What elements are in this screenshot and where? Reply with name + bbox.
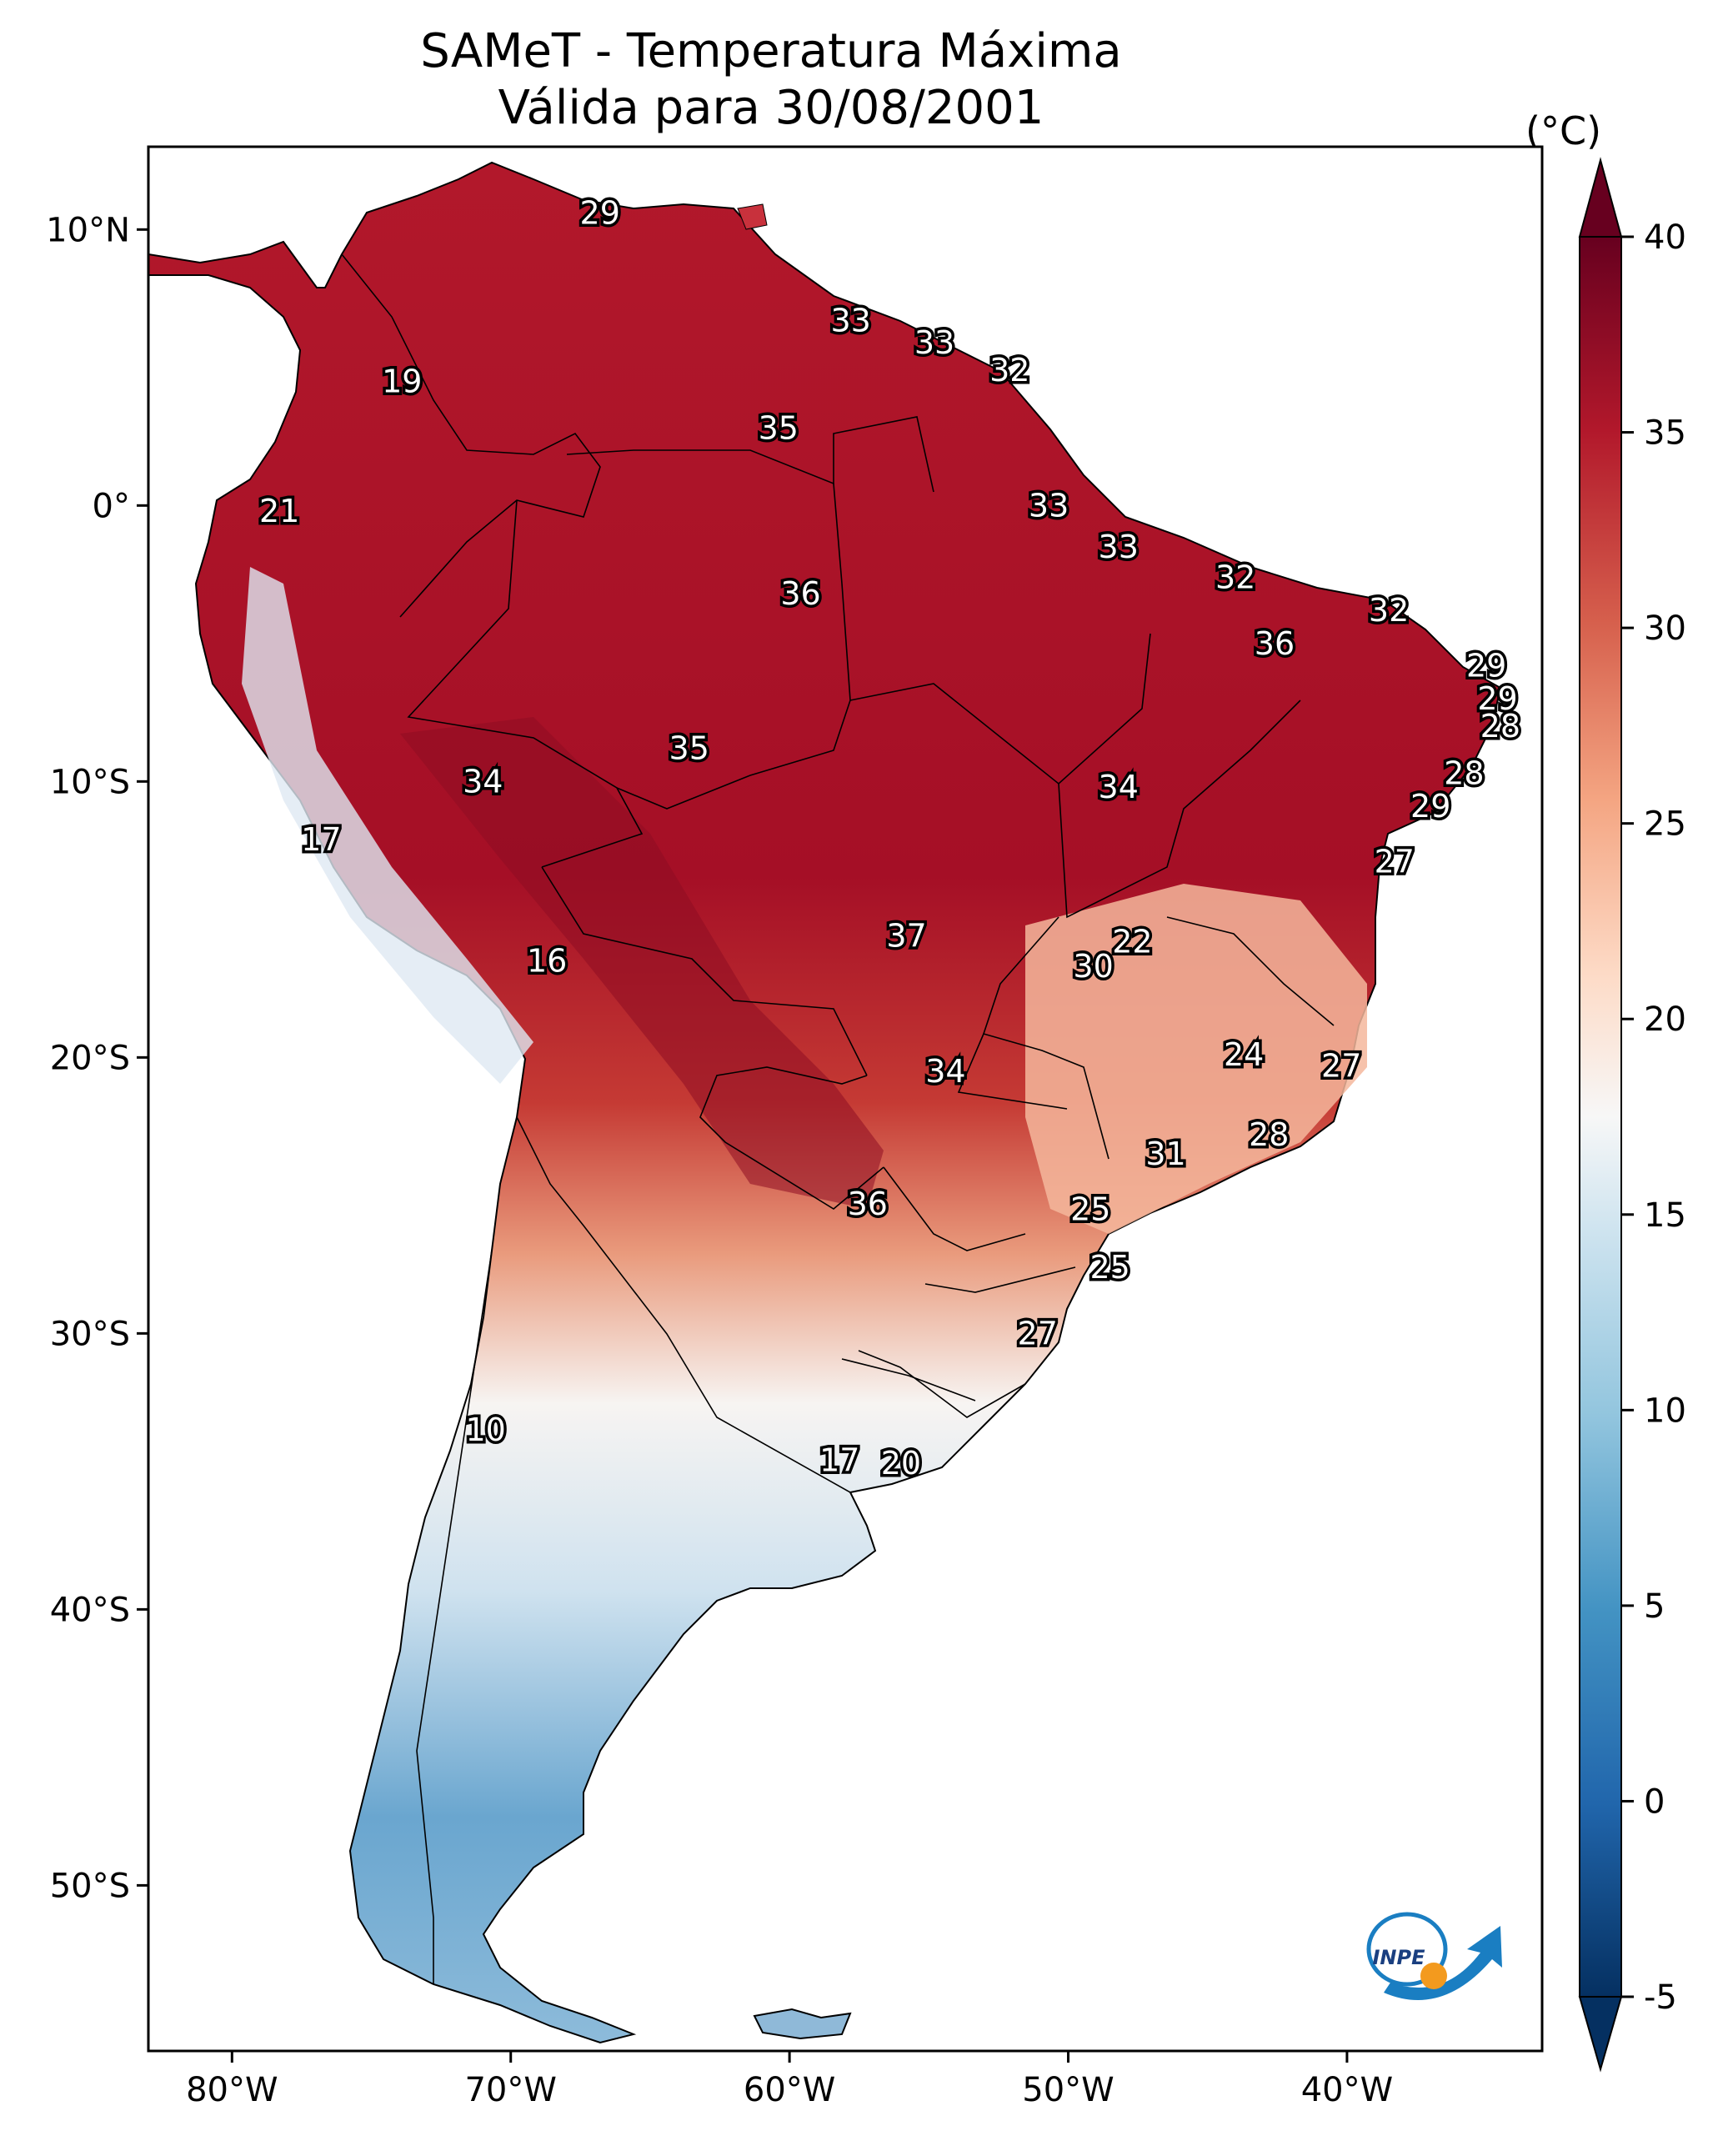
colorbar-tick-label: 15 xyxy=(1644,1196,1686,1235)
station-label: 34 xyxy=(463,763,503,800)
colorbar-ticks: 40 35 30 25 20 15 10 5 0 -5 xyxy=(1621,218,1686,2017)
inpe-logo-ring xyxy=(1366,1912,1448,1987)
station-label: 29 xyxy=(1466,647,1506,684)
country-borders xyxy=(341,253,1335,1984)
map-border xyxy=(147,145,1544,2053)
latitude-ticks: 10°N 0° 10°S 20°S 30°S 40°S 50°S xyxy=(46,211,148,1905)
station-label: 33 xyxy=(1029,487,1069,524)
falkland-islands xyxy=(753,2008,852,2040)
lat-tick-label: 40°S xyxy=(50,1591,130,1629)
caribbean-islands xyxy=(737,203,768,230)
station-label: 29 xyxy=(580,194,620,231)
colorbar-tick-label: 0 xyxy=(1644,1782,1665,1821)
lat-tick-label: 0° xyxy=(93,487,130,525)
colorbar-tick-label: 40 xyxy=(1644,218,1686,257)
station-label: 17 xyxy=(301,821,341,858)
station-label: 33 xyxy=(1099,529,1139,565)
station-label: 34 xyxy=(925,1053,965,1090)
colorbar-max-extension xyxy=(1578,157,1623,238)
station-label: 16 xyxy=(527,942,567,979)
station-label: 28 xyxy=(1480,708,1520,745)
station-label: 35 xyxy=(669,730,709,767)
map-title: SAMeT - Temperatura Máxima xyxy=(420,24,1122,78)
lat-tick-label: 10°N xyxy=(46,211,130,249)
station-label: 35 xyxy=(759,410,799,447)
station-label: 27 xyxy=(1375,843,1415,880)
station-label: 34 xyxy=(1099,769,1139,805)
longitude-ticks: 80°W 70°W 60°W 50°W 40°W xyxy=(186,2051,1393,2109)
colorbar-tick-label: 20 xyxy=(1644,1000,1686,1039)
andes-cool-strip xyxy=(242,567,533,1084)
station-label: 32 xyxy=(989,352,1029,389)
station-label: 28 xyxy=(1444,755,1484,791)
inpe-logo-text: INPE xyxy=(1373,1946,1426,1969)
station-label: 33 xyxy=(831,303,871,339)
station-label: 17 xyxy=(819,1442,859,1479)
warm-interior-region xyxy=(400,717,884,1209)
station-label: 22 xyxy=(1112,923,1152,960)
station-label: 32 xyxy=(1215,559,1255,595)
station-label: 25 xyxy=(1090,1249,1130,1286)
station-label: 36 xyxy=(780,575,820,612)
station-label: 37 xyxy=(886,918,926,955)
colorbar: 40 35 30 25 20 15 10 5 0 -5 xyxy=(1578,157,1686,2073)
inpe-logo: INPE xyxy=(1366,1912,1502,2000)
colorbar-min-extension xyxy=(1578,1996,1623,2073)
station-label: 30 xyxy=(1073,948,1113,985)
map-subtitle: Válida para 30/08/2001 xyxy=(498,81,1044,135)
inpe-logo-dot xyxy=(1420,1963,1447,1989)
station-label: 21 xyxy=(259,493,299,529)
station-label: 10 xyxy=(465,1411,505,1448)
lat-tick-label: 20°S xyxy=(50,1039,130,1077)
station-label: 29 xyxy=(1410,788,1450,825)
station-label: 33 xyxy=(914,324,954,361)
station-label: 24 xyxy=(1224,1036,1264,1073)
lat-tick-label: 10°S xyxy=(50,763,130,801)
station-label: 27 xyxy=(1018,1315,1058,1351)
colorbar-tick-label: 25 xyxy=(1644,805,1686,844)
station-label: 28 xyxy=(1249,1116,1289,1153)
colorbar-tick-label: 10 xyxy=(1644,1391,1686,1430)
southeast-mild-region xyxy=(1025,884,1367,1234)
colorbar-tick-label: 5 xyxy=(1644,1587,1665,1626)
lon-tick-label: 60°W xyxy=(744,2071,835,2109)
lon-tick-label: 50°W xyxy=(1022,2071,1114,2109)
lon-tick-label: 80°W xyxy=(186,2071,278,2109)
colorbar-tick-label: 35 xyxy=(1644,414,1686,453)
lat-tick-label: 30°S xyxy=(50,1315,130,1353)
station-label: 32 xyxy=(1369,592,1409,629)
colorbar-tick-label: 30 xyxy=(1644,609,1686,648)
lon-tick-label: 40°W xyxy=(1301,2071,1393,2109)
station-label: 20 xyxy=(881,1445,921,1482)
station-label: 25 xyxy=(1070,1191,1110,1227)
lat-tick-label: 50°S xyxy=(50,1867,130,1905)
station-label: 36 xyxy=(1255,625,1295,662)
colorbar-body xyxy=(1579,236,1622,1998)
station-label: 19 xyxy=(382,363,422,399)
station-label: 29 xyxy=(1477,680,1517,717)
station-label: 27 xyxy=(1321,1047,1361,1084)
colorbar-tick-label: -5 xyxy=(1644,1978,1677,2017)
lon-tick-label: 70°W xyxy=(464,2071,556,2109)
station-label: 31 xyxy=(1145,1136,1185,1172)
station-label: 36 xyxy=(848,1186,888,1222)
